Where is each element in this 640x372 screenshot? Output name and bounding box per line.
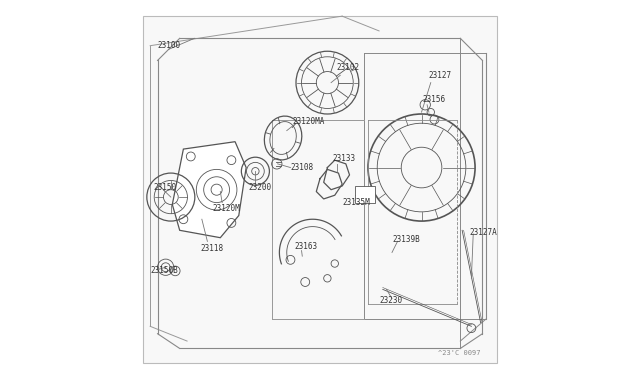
Text: 23139B: 23139B bbox=[392, 235, 420, 244]
Polygon shape bbox=[172, 142, 246, 238]
Bar bbox=[355, 186, 376, 203]
Text: 23118: 23118 bbox=[200, 244, 223, 253]
Text: 23127A: 23127A bbox=[470, 228, 497, 237]
Text: 23135M: 23135M bbox=[342, 198, 370, 207]
Text: 23150B: 23150B bbox=[151, 266, 179, 275]
Text: 23108: 23108 bbox=[291, 163, 314, 172]
Text: 23150: 23150 bbox=[154, 183, 177, 192]
Text: ^23'C 0097: ^23'C 0097 bbox=[438, 350, 481, 356]
Text: 23102: 23102 bbox=[337, 63, 360, 72]
Text: 23200: 23200 bbox=[248, 183, 271, 192]
Text: 23100: 23100 bbox=[157, 41, 180, 50]
Text: 23163: 23163 bbox=[294, 243, 317, 251]
Text: 23230: 23230 bbox=[379, 296, 402, 305]
Text: 23156: 23156 bbox=[422, 95, 446, 104]
Text: 23133: 23133 bbox=[333, 154, 356, 163]
Text: 23120M: 23120M bbox=[213, 203, 241, 213]
FancyBboxPatch shape bbox=[143, 16, 497, 363]
Text: 23127: 23127 bbox=[429, 71, 452, 80]
Text: 23120MA: 23120MA bbox=[292, 117, 324, 126]
